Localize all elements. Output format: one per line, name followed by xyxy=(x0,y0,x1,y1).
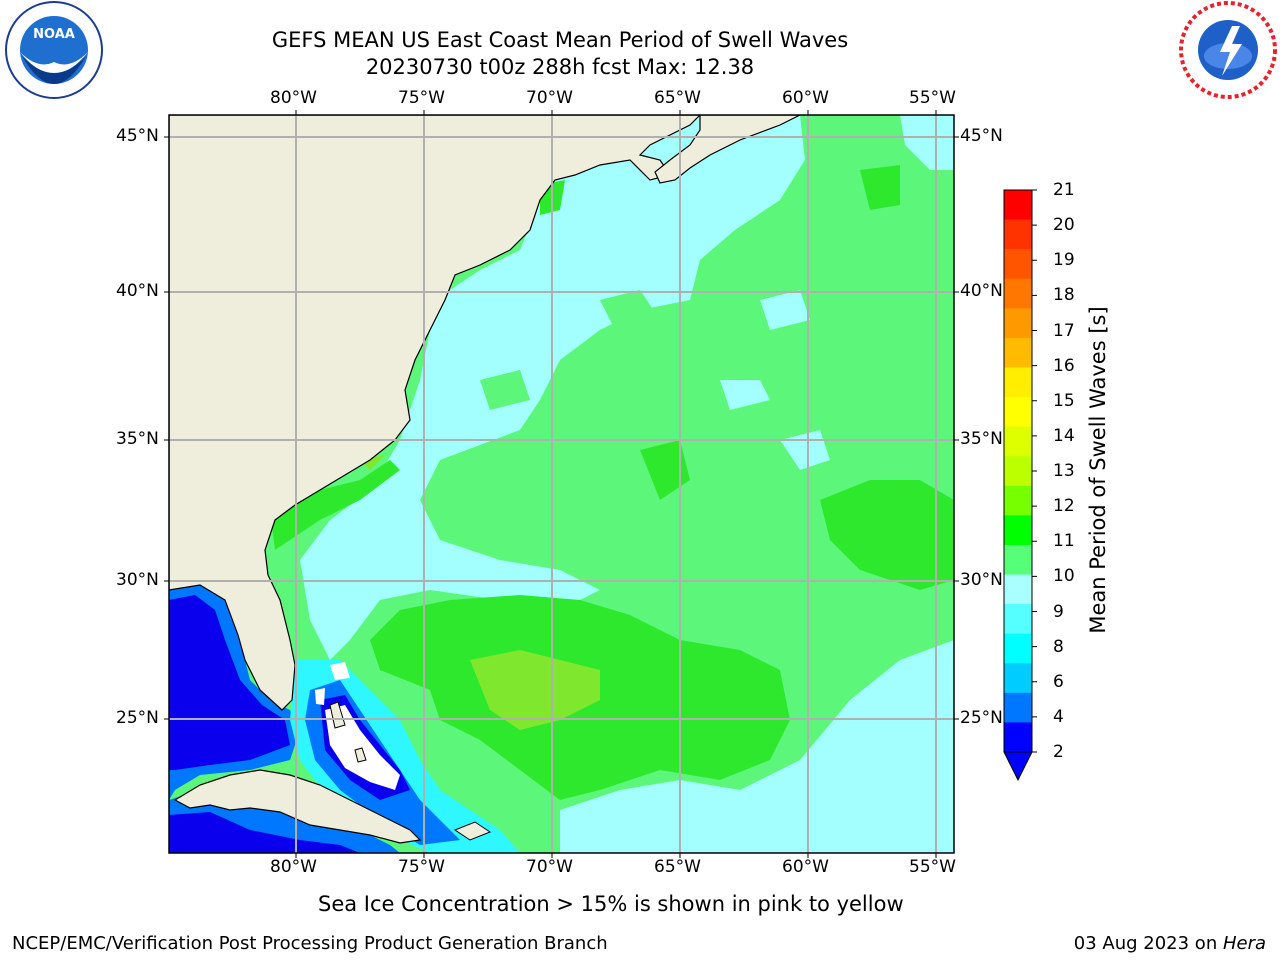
period-below-2s-region xyxy=(169,595,290,770)
no-data-region xyxy=(325,705,400,790)
colorbar-tick-label: 14 xyxy=(1053,425,1075,446)
colorbar-segment xyxy=(1004,456,1032,487)
no-data-region xyxy=(330,662,350,680)
land-cuba xyxy=(173,769,422,844)
colorbar-tick-label: 10 xyxy=(1053,566,1075,587)
lon-label-top: 55°W xyxy=(909,88,956,108)
colorbar-tick-label: 8 xyxy=(1053,636,1064,657)
lon-label-top: 60°W xyxy=(782,88,829,108)
colorbar-segment xyxy=(1004,249,1032,280)
colorbar-segment xyxy=(1004,337,1032,368)
period-8-9s-region xyxy=(300,115,805,660)
footer-date-text: 03 Aug 2023 on xyxy=(1073,933,1223,954)
land-nova-scotia xyxy=(654,115,801,184)
lat-label-left: 40°N xyxy=(116,281,159,301)
colorbar-tick-label: 16 xyxy=(1053,355,1075,376)
period-11-12s-region xyxy=(470,650,600,730)
lon-label-top: 75°W xyxy=(398,88,445,108)
footer-credit: NCEP/EMC/Verification Post Processing Pr… xyxy=(12,933,608,954)
colorbar-tick-label: 15 xyxy=(1053,390,1075,411)
noaa-logo-icon: NOAA xyxy=(5,1,103,99)
colorbar-tick-label: 9 xyxy=(1053,601,1064,622)
chart-title: GEFS MEAN US East Coast Mean Period of S… xyxy=(271,28,849,52)
colorbar-segment xyxy=(1004,278,1032,309)
lon-label-bottom: 75°W xyxy=(398,857,445,877)
colorbar-segment xyxy=(1004,574,1032,605)
period-10-11s-region xyxy=(640,440,690,500)
lon-label-top: 80°W xyxy=(270,88,317,108)
colorbar-segment xyxy=(1004,426,1032,457)
colorbar-title: Mean Period of Swell Waves [s] xyxy=(1086,306,1110,634)
colorbar-tick-label: 6 xyxy=(1053,671,1064,692)
land-bahamas xyxy=(354,747,367,763)
colorbar-tick-label: 2 xyxy=(1053,742,1064,762)
map-gridlines xyxy=(169,115,954,853)
period-8-9s-region xyxy=(900,115,954,170)
sea-ice-note: Sea Ice Concentration > 15% is shown in … xyxy=(318,892,904,916)
period-8-9s-region xyxy=(720,380,770,410)
lat-label-left: 30°N xyxy=(116,570,159,590)
lat-label-left: 25°N xyxy=(116,708,159,728)
lon-label-bottom: 70°W xyxy=(526,857,573,877)
colorbar-tick-label: 20 xyxy=(1053,215,1075,236)
no-data-region xyxy=(315,688,325,705)
colorbar-tick-label: 4 xyxy=(1053,706,1064,727)
colorbar-tick-label: 19 xyxy=(1053,250,1075,271)
lat-label-left: 35°N xyxy=(116,429,159,449)
colorbar-segment xyxy=(1004,367,1032,398)
colorbar-segment xyxy=(1004,633,1032,664)
lat-label-right: 40°N xyxy=(960,281,1003,301)
period-9-10s-region xyxy=(600,290,660,340)
colorbar-segment xyxy=(1004,663,1032,694)
period-8-9s-region xyxy=(760,290,810,330)
map-frame xyxy=(168,114,955,854)
lon-label-bottom: 65°W xyxy=(654,857,701,877)
lat-label-right: 45°N xyxy=(960,126,1003,146)
footer-date: 03 Aug 2023 on Hera xyxy=(1074,933,1266,954)
chart-subtitle: 20230730 t00z 288h fcst Max: 12.38 xyxy=(365,55,755,79)
lat-label-left: 45°N xyxy=(116,126,159,146)
lat-label-right: 35°N xyxy=(960,429,1003,449)
colorbar-segment xyxy=(1004,544,1032,576)
colorbar-segment xyxy=(1004,515,1032,546)
period-10-11s-region xyxy=(860,165,900,210)
footer-machine: Hera xyxy=(1222,933,1266,954)
colorbar-segment xyxy=(1004,190,1032,221)
lon-label-bottom: 80°W xyxy=(270,857,317,877)
lat-label-right: 30°N xyxy=(960,570,1003,590)
colorbar-extend-triangle xyxy=(1003,751,1033,782)
colorbar-segment xyxy=(1004,308,1032,339)
period-9-10s-region xyxy=(480,370,530,410)
colorbar-segment xyxy=(1004,397,1032,428)
land-bahamas xyxy=(329,701,346,729)
svg-text:NOAA: NOAA xyxy=(33,27,75,42)
colorbar-segment xyxy=(1004,219,1032,250)
colorbar-tick-label: 13 xyxy=(1053,461,1075,481)
colorbar-tick-label: 18 xyxy=(1053,285,1075,306)
colorbar-segment xyxy=(1004,692,1032,723)
period-below-2s-region xyxy=(169,812,360,853)
colorbar-segment xyxy=(1004,722,1032,753)
colorbar-segment xyxy=(1004,604,1032,635)
colorbar-tick-label: 11 xyxy=(1053,531,1075,552)
period-10-11s-region xyxy=(270,460,400,550)
lon-label-bottom: 55°W xyxy=(909,857,956,877)
colorbar-tick-label: 17 xyxy=(1053,320,1075,341)
lat-label-right: 25°N xyxy=(960,708,1003,728)
period-9-10s-region xyxy=(450,470,560,550)
nws-logo-icon xyxy=(1179,1,1277,99)
land-hispaniola xyxy=(453,821,492,841)
lon-label-bottom: 60°W xyxy=(782,857,829,877)
lon-label-top: 70°W xyxy=(526,88,573,108)
lon-label-top: 65°W xyxy=(654,88,701,108)
period-8-9s-region xyxy=(560,640,954,853)
colorbar xyxy=(1003,189,1037,782)
period-10-11s-region xyxy=(820,480,954,590)
colorbar-segment xyxy=(1004,485,1032,516)
colorbar-tick-label: 12 xyxy=(1053,496,1075,517)
colorbar-tick-label: 21 xyxy=(1053,180,1075,200)
